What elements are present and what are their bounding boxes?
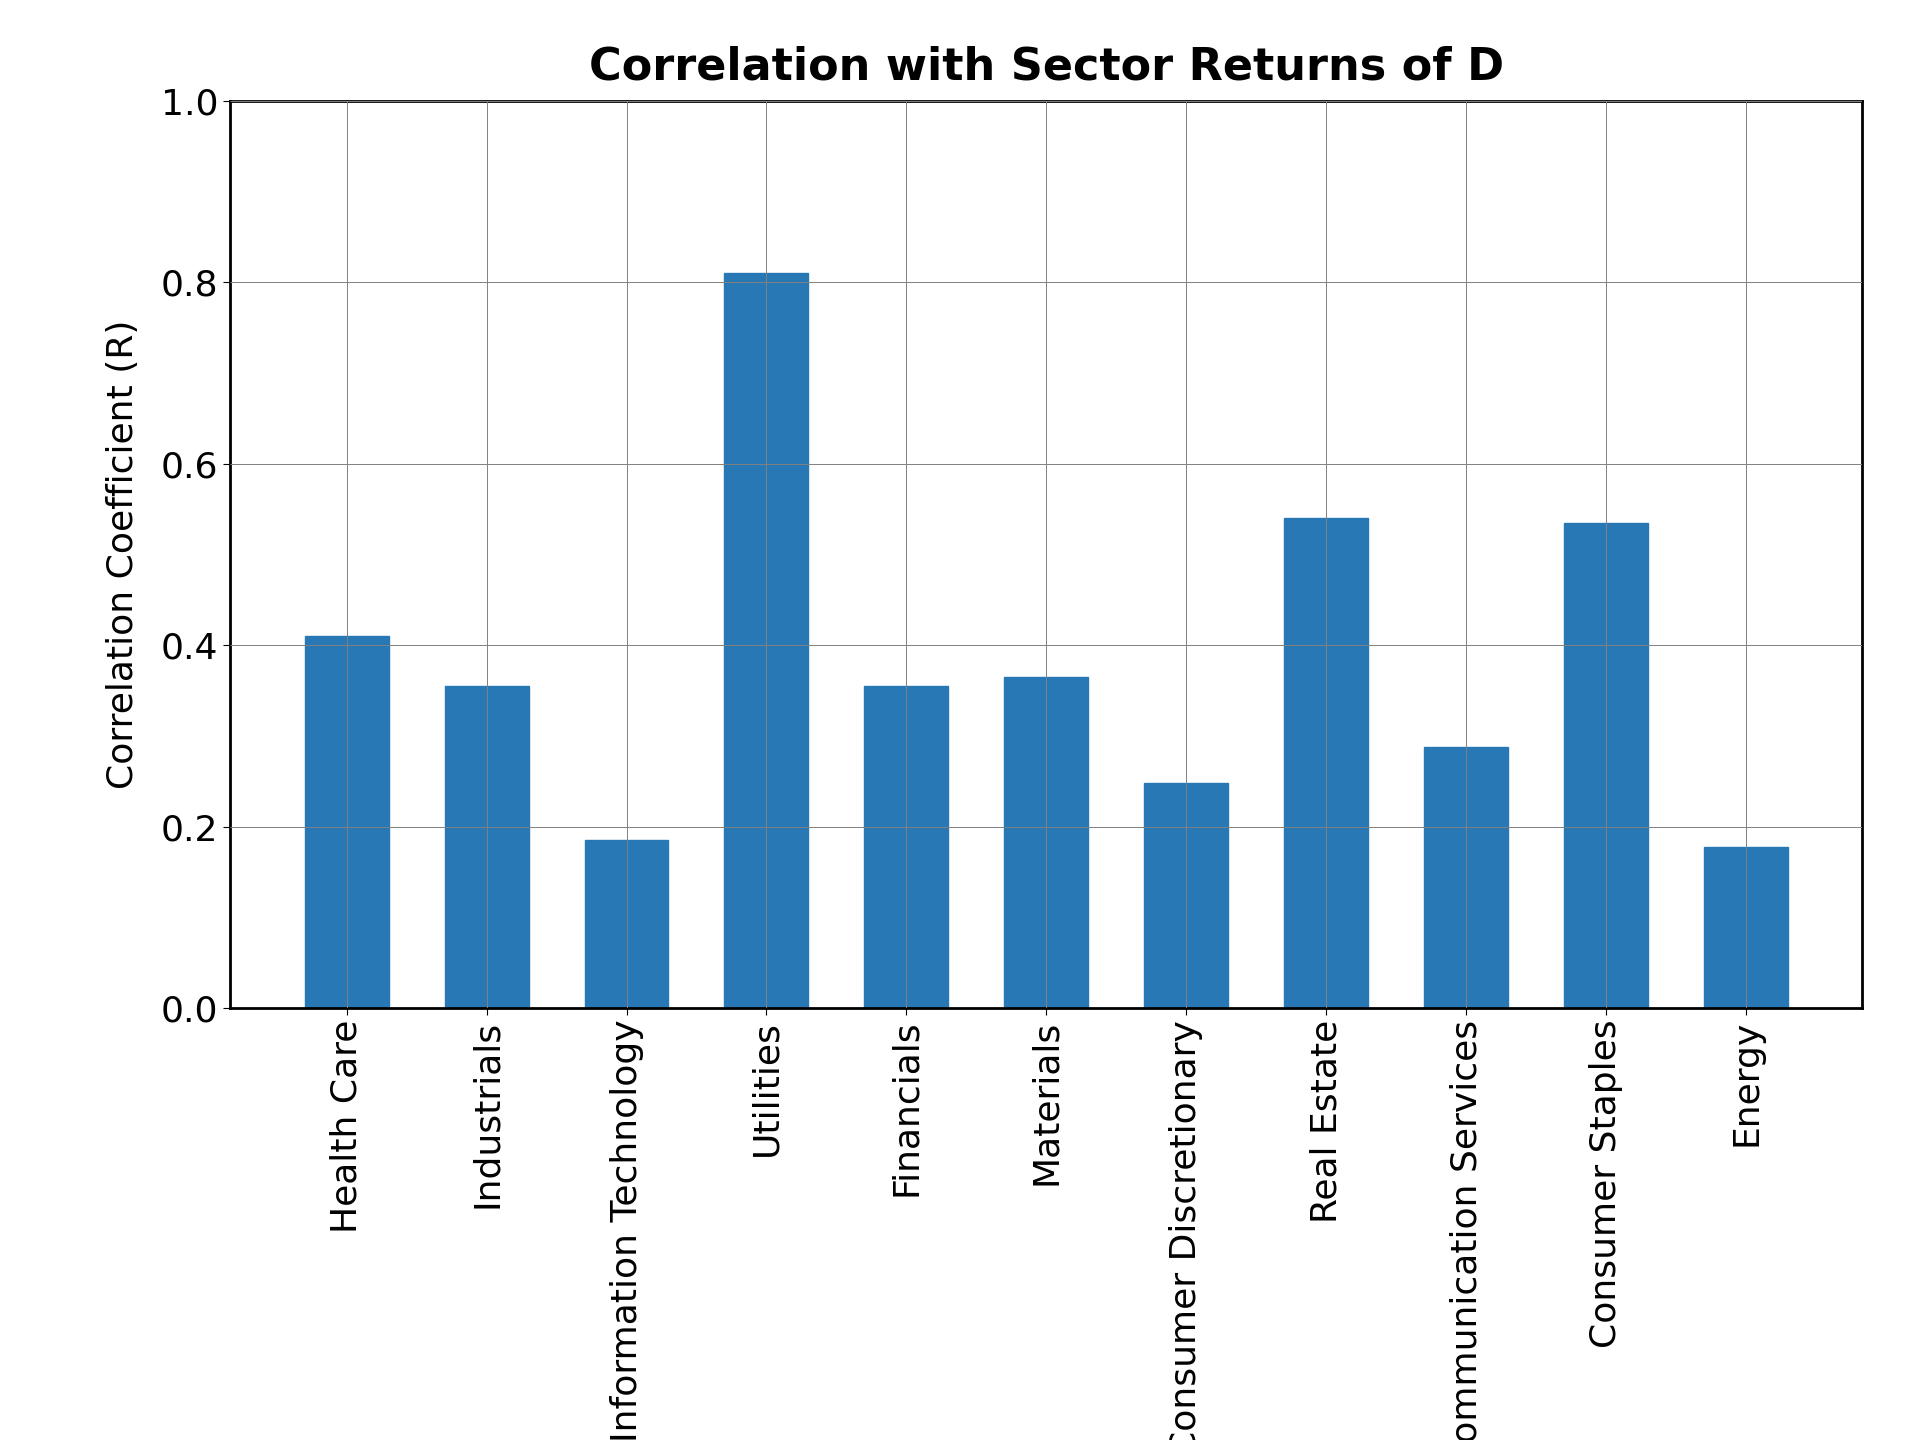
Y-axis label: Correlation Coefficient (R): Correlation Coefficient (R) — [106, 320, 140, 789]
Bar — [1004, 677, 1089, 1008]
Bar — [1284, 518, 1369, 1008]
Bar — [305, 636, 388, 1008]
Bar — [1705, 847, 1788, 1008]
Bar — [584, 840, 668, 1008]
Bar — [1144, 783, 1229, 1008]
Bar — [864, 685, 948, 1008]
Bar — [724, 274, 808, 1008]
Bar — [1425, 747, 1509, 1008]
Bar — [1565, 523, 1647, 1008]
Title: Correlation with Sector Returns of D: Correlation with Sector Returns of D — [589, 46, 1503, 89]
Bar — [445, 685, 528, 1008]
